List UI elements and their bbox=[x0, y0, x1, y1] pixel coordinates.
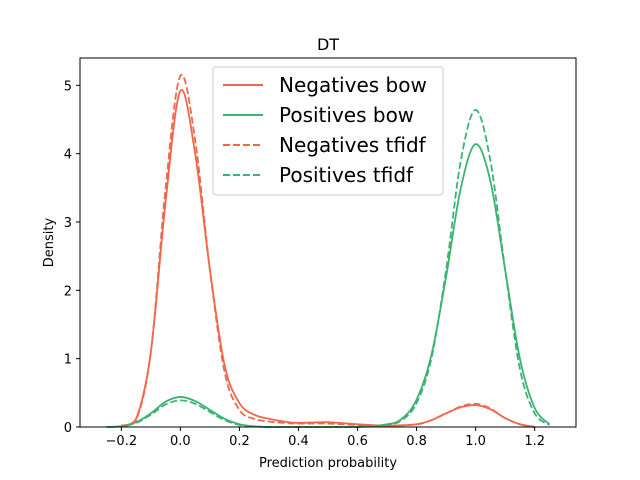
chart-title: DT bbox=[317, 35, 339, 54]
x-tick-label: 1.0 bbox=[465, 434, 486, 449]
x-tick-label: 0.8 bbox=[406, 434, 427, 449]
plot-frame bbox=[79, 57, 577, 428]
x-tick-label: −0.2 bbox=[106, 434, 138, 449]
legend-label: Positives tfidf bbox=[279, 163, 414, 187]
y-tick-label: 2 bbox=[64, 284, 72, 299]
x-tick-label: 0.4 bbox=[288, 434, 309, 449]
legend: Negatives bow Positives bow Negatives tfid… bbox=[212, 66, 444, 196]
x-tick-label: 1.2 bbox=[524, 434, 545, 449]
x-tick-label: 0.2 bbox=[229, 434, 250, 449]
series-line-negatives-tfidf bbox=[120, 73, 535, 428]
y-tick-label: 4 bbox=[64, 148, 72, 163]
y-tick-label: 0 bbox=[64, 421, 72, 436]
x-tick-label: 0.0 bbox=[170, 434, 191, 449]
legend-label: Negatives bow bbox=[279, 73, 427, 97]
x-tick-label: 0.6 bbox=[347, 434, 368, 449]
legend-box bbox=[212, 66, 444, 196]
y-axis-label: Density bbox=[42, 217, 57, 267]
legend-label: Negatives tfidf bbox=[279, 133, 427, 157]
legend-label: Positives bow bbox=[279, 103, 414, 127]
y-tick-label: 3 bbox=[64, 216, 72, 231]
y-tick-label: 1 bbox=[64, 353, 72, 368]
x-axis: −0.2 0.0 0.2 0.4 0.6 0.8 1.0 1.2 bbox=[106, 427, 545, 449]
y-axis: 0 1 2 3 4 5 bbox=[64, 79, 80, 436]
series-line-negatives-bow bbox=[120, 88, 535, 428]
y-tick-label: 5 bbox=[64, 79, 72, 94]
x-axis-label: Prediction probability bbox=[259, 456, 397, 471]
